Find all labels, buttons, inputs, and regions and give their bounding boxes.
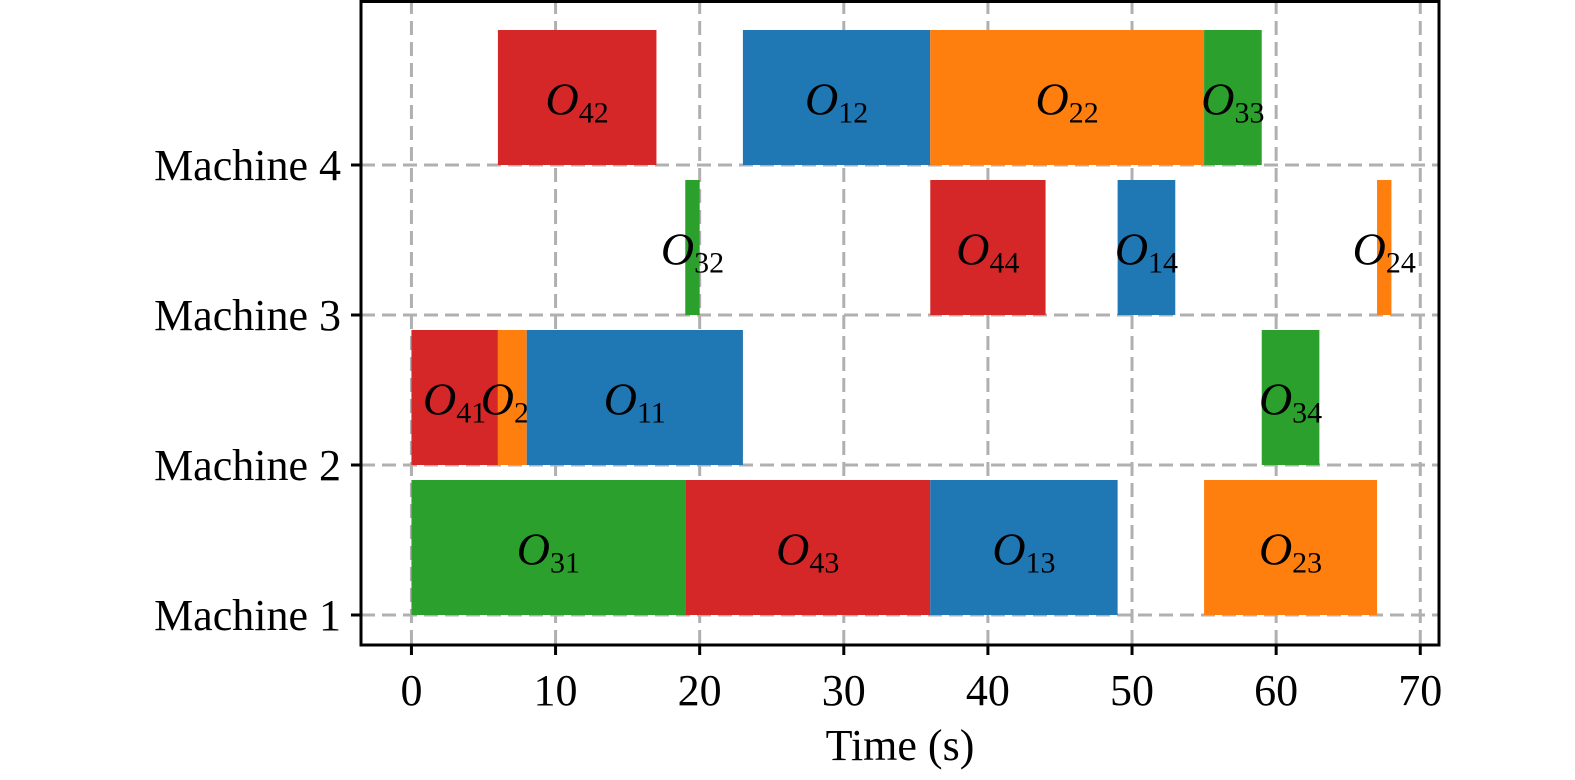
- operation-label-subscript: 14: [1148, 246, 1178, 279]
- operation-label-subscript: 24: [1386, 246, 1416, 279]
- x-tick-label: 50: [1110, 666, 1154, 715]
- operation-bar-O14: [1117, 180, 1176, 315]
- operation-bar-O23: [1204, 480, 1378, 615]
- operation-label-letter: O: [423, 373, 456, 424]
- operation-label-O42: O42: [546, 73, 609, 129]
- x-tick-label: 70: [1398, 666, 1442, 715]
- operation-label-subscript: 23: [1292, 546, 1322, 579]
- x-tick-label: 10: [534, 666, 578, 715]
- plot-border: [359, 0, 1441, 647]
- operation-label-letter: O: [1201, 73, 1234, 124]
- operation-label-subscript: 41: [456, 396, 486, 429]
- operation-label-letter: O: [956, 223, 989, 274]
- operation-label-letter: O: [661, 223, 694, 274]
- operation-label-O31: O31: [517, 523, 580, 579]
- operation-bar-O44: [930, 180, 1046, 315]
- operation-bar-O34: [1261, 330, 1320, 465]
- operation-bars: O31O43O13O23O41O21O11O34O32O44O14O24O42O…: [411, 30, 1416, 615]
- operation-label-letter: O: [1353, 223, 1386, 274]
- operation-label-letter: O: [604, 373, 637, 424]
- operation-label-letter: O: [481, 373, 514, 424]
- operation-label-subscript: 22: [1069, 96, 1099, 129]
- operation-bar-O33: [1204, 30, 1262, 165]
- operation-label-subscript: 11: [637, 396, 666, 429]
- operation-bar-O22: [930, 30, 1205, 165]
- operation-label-O23: O23: [1259, 523, 1322, 579]
- operation-label-subscript: 33: [1235, 96, 1265, 129]
- operation-label-letter: O: [1036, 73, 1069, 124]
- operation-label-letter: O: [1259, 523, 1292, 574]
- operation-label-O33: O33: [1201, 73, 1264, 129]
- operation-label-subscript: 43: [809, 546, 839, 579]
- y-tick-label-machine-2: Machine 2: [154, 441, 341, 490]
- operation-label-subscript: 13: [1026, 546, 1056, 579]
- plot-frame: [359, 0, 1441, 647]
- operation-label-letter: O: [1115, 223, 1148, 274]
- y-tick-label-machine-4: Machine 4: [154, 141, 341, 190]
- operation-label-O11: O11: [604, 373, 666, 429]
- operation-label-subscript: 42: [579, 96, 609, 129]
- operation-label-subscript: 44: [990, 246, 1020, 279]
- operation-label-O24: O24: [1353, 223, 1416, 279]
- operation-label-letter: O: [805, 73, 838, 124]
- operation-label-O22: O22: [1036, 73, 1099, 129]
- operation-label-O43: O43: [776, 523, 839, 579]
- axes: 0 10 20 30 40 50 60 70 Machine 1 Machine 2 Machine…: [154, 141, 1442, 715]
- operation-label-O12: O12: [805, 73, 868, 129]
- operation-label-letter: O: [546, 73, 579, 124]
- operation-label-letter: O: [517, 523, 550, 574]
- operation-label-O14: O14: [1115, 223, 1178, 279]
- operation-label-letter: O: [992, 523, 1025, 574]
- operation-bar-O11: [526, 330, 743, 465]
- operation-label-subscript: 12: [838, 96, 868, 129]
- operation-label-O41: O41: [423, 373, 486, 429]
- x-tick-label: 0: [400, 666, 422, 715]
- x-tick-label: 20: [678, 666, 722, 715]
- operation-bar-O12: [742, 30, 931, 165]
- operation-label-letter: O: [1259, 373, 1292, 424]
- operation-label-O13: O13: [992, 523, 1055, 579]
- operation-bar-O24: [1377, 180, 1392, 315]
- operation-label-O44: O44: [956, 223, 1019, 279]
- operation-bar-O42: [497, 30, 657, 165]
- x-tick-label: 30: [822, 666, 866, 715]
- operation-label-subscript: 32: [694, 246, 724, 279]
- operation-bar-O41: [411, 330, 498, 465]
- operation-bar-O13: [930, 480, 1118, 615]
- operation-label-O32: O32: [661, 223, 724, 279]
- operation-bar-O32: [685, 180, 700, 315]
- operation-bar-O43: [685, 480, 931, 615]
- operation-label-letter: O: [776, 523, 809, 574]
- y-tick-label-machine-3: Machine 3: [154, 291, 341, 340]
- operation-label-subscript: 34: [1292, 396, 1322, 429]
- operation-label-O34: O34: [1259, 373, 1322, 429]
- y-tick-label-machine-1: Machine 1: [154, 591, 341, 640]
- operation-label-subscript: 31: [550, 546, 580, 579]
- x-tick-label: 40: [966, 666, 1010, 715]
- x-axis-label: Time (s): [826, 721, 975, 770]
- x-tick-label: 60: [1254, 666, 1298, 715]
- operation-bar-O31: [411, 480, 686, 615]
- operation-bar-O21: [497, 330, 527, 465]
